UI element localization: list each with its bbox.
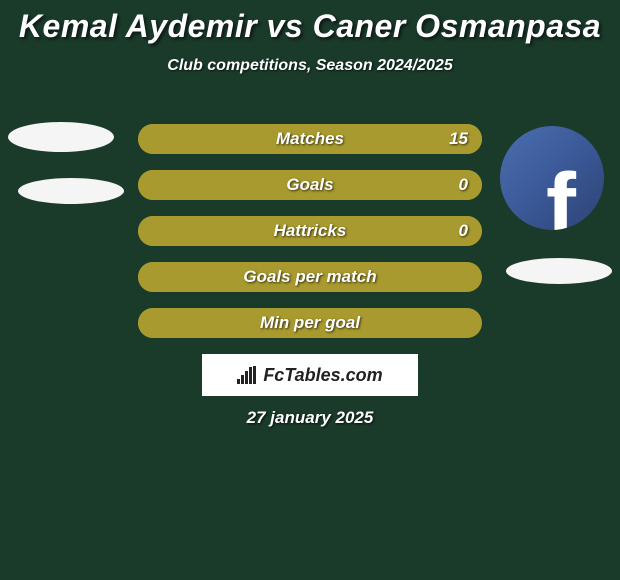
player1-avatar-placeholder (8, 122, 114, 152)
stat-bar: Goals 0 (138, 170, 482, 200)
stat-bar: Matches 15 (138, 124, 482, 154)
stat-bar-value: 15 (449, 129, 468, 149)
barchart-icon (237, 366, 259, 384)
stat-bar-value: 0 (459, 221, 468, 241)
stat-bar: Min per goal (138, 308, 482, 338)
player1-club-placeholder (18, 178, 124, 204)
stat-bar-label: Min per goal (260, 313, 360, 333)
stat-bar-label: Goals (286, 175, 333, 195)
facebook-glyph: f (546, 175, 576, 230)
stat-bar: Hattricks 0 (138, 216, 482, 246)
logo-text: FcTables.com (263, 365, 382, 386)
stat-bar: Goals per match (138, 262, 482, 292)
stat-bar-label: Hattricks (274, 221, 347, 241)
stats-bars: Matches 15 Goals 0 Hattricks 0 Goals per match… (138, 124, 482, 354)
page-title: Kemal Aydemir vs Caner Osmanpasa (0, 0, 620, 45)
facebook-icon[interactable]: f (500, 126, 604, 230)
page-subtitle: Club competitions, Season 2024/2025 (0, 57, 620, 75)
stat-bar-label: Matches (276, 129, 344, 149)
stat-bar-label: Goals per match (243, 267, 376, 287)
snapshot-date: 27 january 2025 (0, 408, 620, 428)
stat-bar-value: 0 (459, 175, 468, 195)
player2-club-placeholder (506, 258, 612, 284)
fctables-logo[interactable]: FcTables.com (202, 354, 418, 396)
